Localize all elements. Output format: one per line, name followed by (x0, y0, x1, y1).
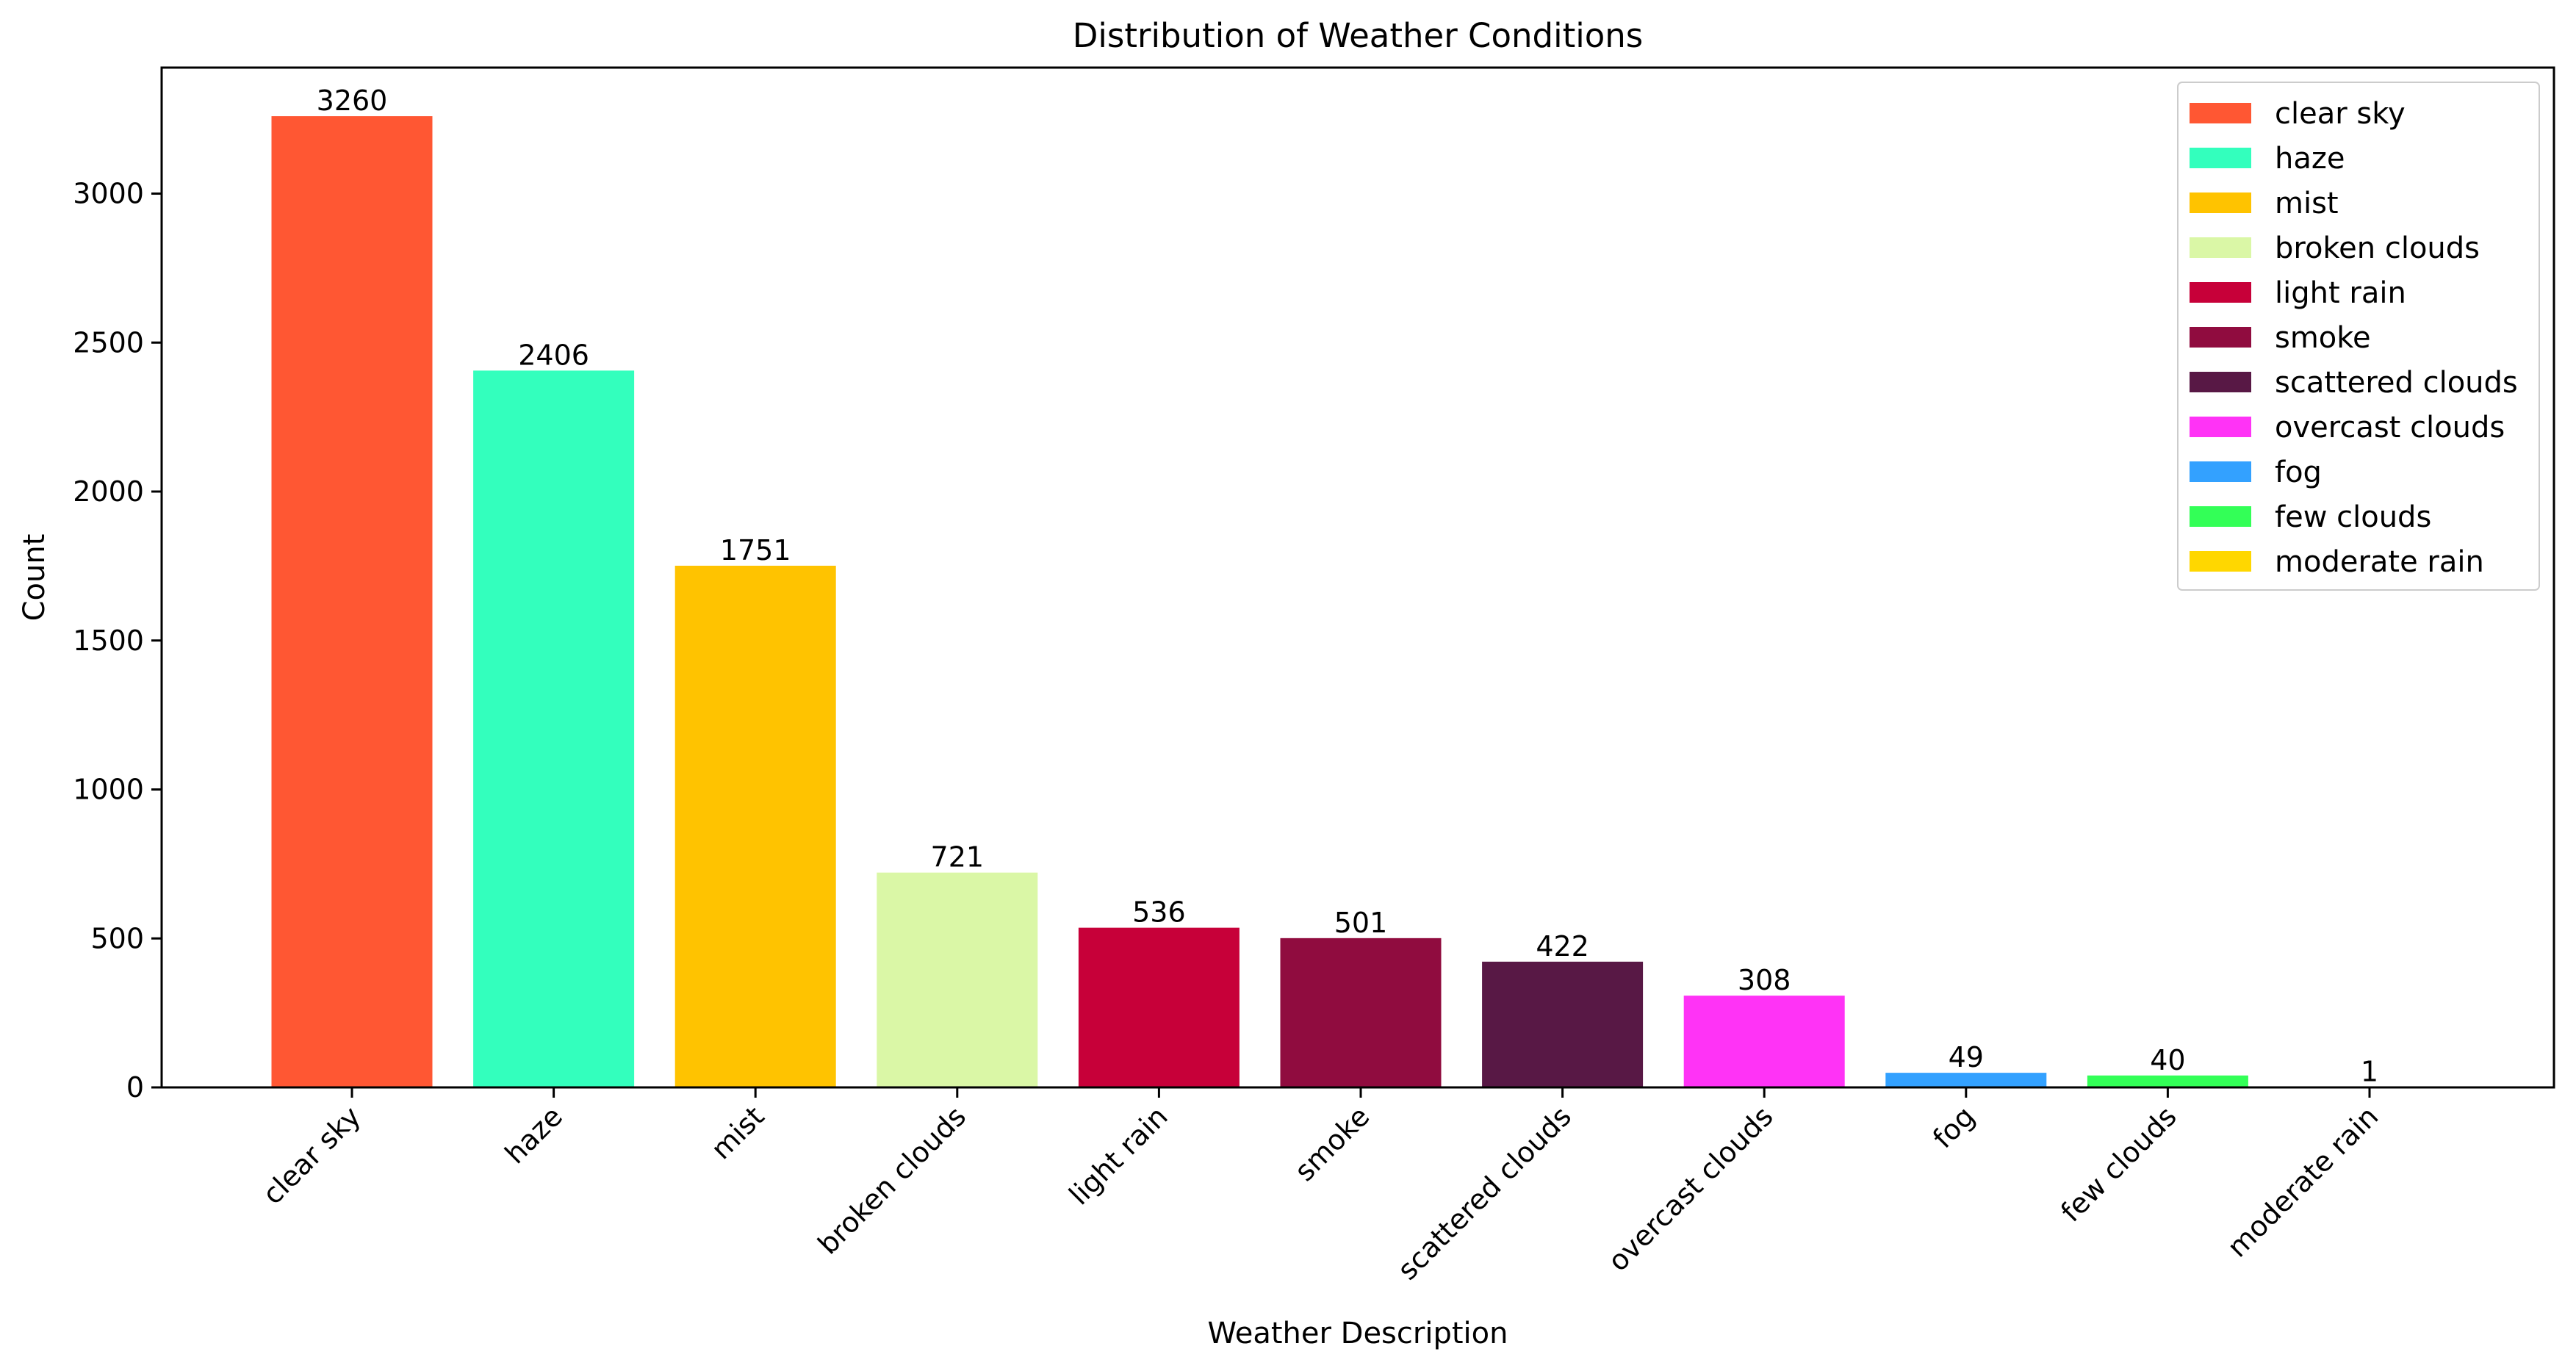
legend-swatch (2190, 103, 2251, 123)
legend-swatch (2190, 372, 2251, 392)
x-tick-label: scattered clouds (1392, 1100, 1577, 1286)
y-axis: 0 500 1000 1500 2000 2500 3000 (73, 178, 162, 1104)
x-axis-label: Weather Description (1208, 1317, 1508, 1350)
x-axis: clear sky haze mist broken clouds light rain… (256, 1087, 2384, 1287)
x-tick-label: clear sky (256, 1100, 367, 1210)
legend-swatch (2190, 282, 2251, 303)
legend-swatch (2190, 148, 2251, 168)
legend-label: smoke (2275, 321, 2371, 355)
legend-label: moderate rain (2275, 545, 2484, 579)
bar-value-label: 501 (1334, 907, 1388, 939)
legend-label: light rain (2275, 276, 2406, 310)
legend-swatch (2190, 327, 2251, 348)
legend-box (2177, 82, 2540, 591)
legend-label: few clouds (2275, 500, 2431, 534)
legend-label: haze (2275, 142, 2345, 176)
bars-group (271, 116, 2450, 1088)
x-tick-label: light rain (1063, 1100, 1174, 1211)
legend-label: clear sky (2275, 97, 2406, 131)
x-tick-label: few clouds (2054, 1100, 2182, 1228)
bar-fog (1885, 1073, 2047, 1087)
legend-label: fog (2275, 456, 2322, 489)
x-tick-label: smoke (1289, 1100, 1376, 1187)
bar-overcast-clouds (1683, 996, 1845, 1087)
bar-value-label: 2406 (518, 339, 589, 371)
y-tick-label: 2000 (73, 475, 144, 508)
y-tick-label: 500 (90, 922, 144, 954)
x-tick-label: overcast clouds (1602, 1100, 1780, 1278)
legend-swatch (2190, 461, 2251, 482)
bar-value-label: 3260 (317, 84, 388, 117)
chart-title: Distribution of Weather Conditions (1073, 16, 1643, 55)
bar-haze (473, 370, 635, 1087)
bar-smoke (1280, 938, 1442, 1087)
legend: clear sky haze mist broken clouds light rain… (2177, 82, 2540, 591)
bar-value-label: 308 (1738, 964, 1791, 996)
bar-light-rain (1078, 927, 1240, 1087)
legend-swatch (2190, 506, 2251, 527)
x-tick-label: fog (1926, 1100, 1981, 1154)
bar-value-label: 1 (2361, 1056, 2378, 1088)
bar-clear-sky (271, 116, 433, 1088)
legend-label: scattered clouds (2275, 366, 2518, 400)
bar-value-label: 536 (1132, 896, 1186, 929)
x-tick-label: haze (499, 1100, 569, 1170)
bar-scattered-clouds (1482, 961, 1644, 1087)
bar-value-label: 1751 (720, 534, 791, 566)
y-tick-label: 0 (126, 1071, 144, 1104)
plot-frame (160, 66, 2555, 1089)
legend-swatch (2190, 237, 2251, 258)
x-tick-label: moderate rain (2221, 1100, 2384, 1263)
y-tick-label: 1000 (73, 774, 144, 806)
y-tick-label: 3000 (73, 178, 144, 210)
x-tick-label: mist (705, 1100, 770, 1165)
bar-mist (674, 565, 836, 1087)
bar-value-label: 422 (1536, 930, 1589, 962)
bar-value-label: 40 (2150, 1044, 2185, 1076)
y-axis-label: Count (18, 534, 51, 622)
legend-label: mist (2275, 187, 2339, 220)
y-tick-label: 1500 (73, 625, 144, 657)
legend-swatch (2190, 417, 2251, 437)
y-tick-label: 2500 (73, 326, 144, 359)
bar-value-label: 721 (931, 841, 985, 874)
bar-value-labels: 3260 2406 1751 721 536 501 422 308 49 40 1 (317, 84, 2378, 1087)
bar-value-label: 49 (1949, 1041, 1984, 1073)
x-tick-label: broken clouds (812, 1100, 973, 1261)
legend-swatch (2190, 551, 2251, 572)
legend-label: overcast clouds (2275, 411, 2505, 445)
legend-label: broken clouds (2275, 231, 2480, 265)
bar-few-clouds (2087, 1075, 2248, 1087)
bar-broken-clouds (877, 872, 1038, 1087)
legend-swatch (2190, 192, 2251, 213)
